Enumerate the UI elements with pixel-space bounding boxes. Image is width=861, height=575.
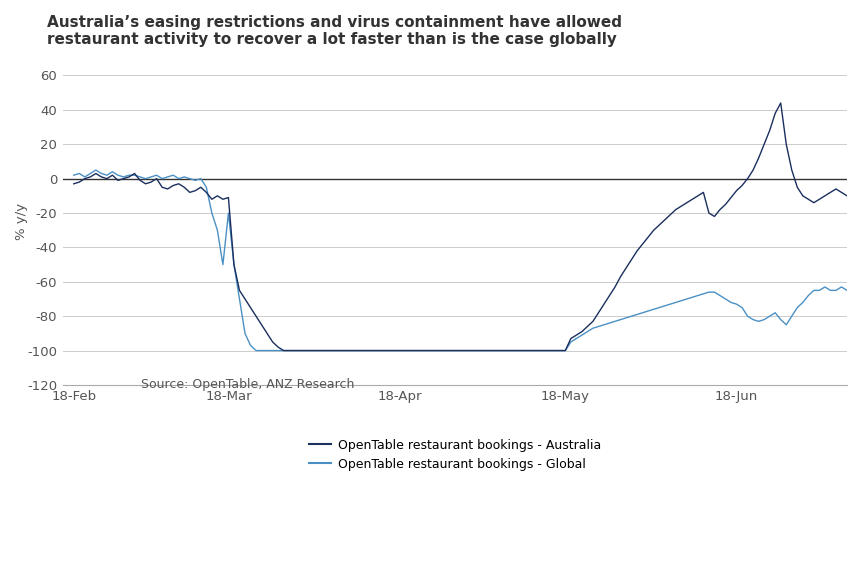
Y-axis label: % y/y: % y/y [15,203,28,240]
Text: Australia’s easing restrictions and virus containment have allowed
restaurant ac: Australia’s easing restrictions and viru… [47,15,622,47]
Legend: OpenTable restaurant bookings - Australia, OpenTable restaurant bookings - Globa: OpenTable restaurant bookings - Australi… [304,434,605,476]
Text: Source: OpenTable, ANZ Research: Source: OpenTable, ANZ Research [141,378,354,391]
